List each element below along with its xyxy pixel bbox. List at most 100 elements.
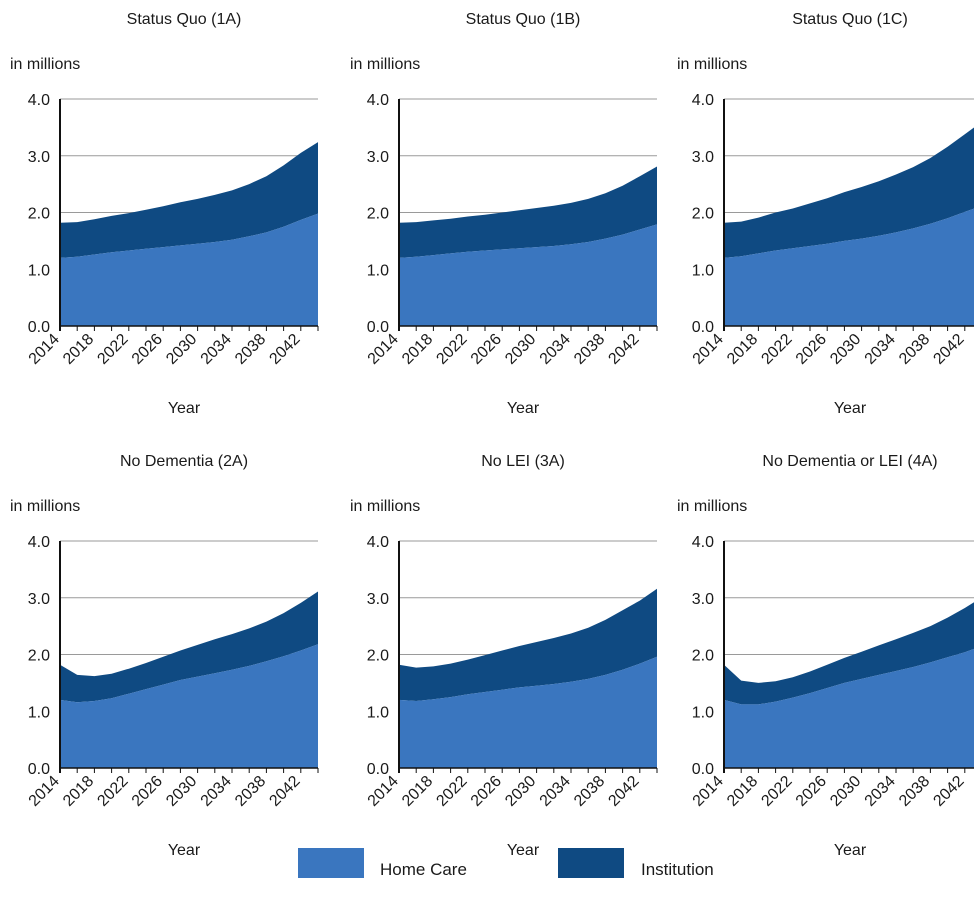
x-tick-label: 2014 — [365, 773, 402, 810]
x-tick-label: 2038 — [571, 773, 608, 810]
x-tick-label: 2038 — [232, 773, 269, 810]
y-axis-label: in millions — [677, 56, 747, 73]
y-axis-label: in millions — [350, 498, 420, 515]
x-tick-label: 2018 — [399, 773, 436, 810]
chart-title: Status Quo (1C) — [792, 11, 908, 28]
y-tick-label: 1.0 — [28, 262, 50, 279]
x-tick-label: 2042 — [266, 773, 303, 810]
institution-area — [60, 142, 318, 258]
chart-panel-5: No LEI (3A) in millions 0.0 1.0 2.0 3.0 4.0 201… — [350, 453, 658, 859]
x-tick-label: 2014 — [26, 331, 63, 368]
y-tick-label: 2.0 — [28, 648, 50, 665]
x-tick-label: 2042 — [930, 331, 967, 368]
y-tick-label: 4.0 — [28, 534, 50, 551]
x-tick-label: 2026 — [793, 773, 830, 810]
home-care-area — [60, 213, 318, 326]
chart-title: Status Quo (1A) — [127, 11, 242, 28]
x-axis-label: Year — [834, 400, 867, 417]
x-tick-label: 2022 — [94, 773, 131, 810]
home-care-swatch — [298, 848, 364, 878]
x-tick-label: 2034 — [198, 331, 235, 368]
chart-title: Status Quo (1B) — [466, 11, 581, 28]
y-tick-label: 1.0 — [692, 262, 714, 279]
institution-area — [399, 588, 657, 701]
y-axis-label: in millions — [10, 56, 80, 73]
x-tick-label: 2026 — [468, 773, 505, 810]
y-tick-label: 3.0 — [692, 149, 714, 166]
x-axis-label: Year — [507, 842, 540, 859]
institution-area — [724, 127, 974, 258]
x-tick-label: 2018 — [60, 773, 97, 810]
y-tick-label: 2.0 — [367, 206, 389, 223]
x-tick-label: 2026 — [129, 773, 166, 810]
chart-panel-4: No Dementia (2A) in millions 0.0 1.0 2.0 3.0 4… — [10, 453, 319, 859]
x-tick-label: 2026 — [793, 331, 830, 368]
x-axis-label: Year — [507, 400, 540, 417]
institution-swatch — [558, 848, 624, 878]
y-tick-label: 0.0 — [692, 761, 714, 778]
legend: Home Care Institution — [0, 848, 974, 888]
y-axis-label: in millions — [677, 498, 747, 515]
x-tick-label: 2018 — [60, 331, 97, 368]
chart-title: No LEI (3A) — [481, 453, 565, 470]
home-care-area — [399, 224, 657, 326]
x-tick-label: 2014 — [690, 773, 727, 810]
legend-label-institution: Institution — [641, 860, 714, 879]
x-tick-label: 2042 — [266, 331, 303, 368]
x-tick-label: 2034 — [862, 331, 899, 368]
x-axis-label: Year — [834, 842, 867, 859]
x-tick-label: 2030 — [827, 331, 864, 368]
y-tick-label: 2.0 — [28, 206, 50, 223]
y-tick-label: 4.0 — [692, 534, 714, 551]
y-tick-label: 0.0 — [28, 761, 50, 778]
y-tick-label: 3.0 — [28, 149, 50, 166]
x-tick-label: 2030 — [827, 773, 864, 810]
x-tick-label: 2026 — [129, 331, 166, 368]
home-care-area — [724, 648, 974, 768]
y-tick-label: 2.0 — [692, 648, 714, 665]
home-care-area — [399, 656, 657, 768]
y-tick-label: 4.0 — [367, 92, 389, 109]
x-tick-label: 2018 — [724, 773, 761, 810]
x-tick-label: 2014 — [365, 331, 402, 368]
y-tick-label: 1.0 — [28, 704, 50, 721]
y-tick-label: 3.0 — [692, 591, 714, 608]
x-tick-label: 2014 — [690, 331, 727, 368]
y-tick-label: 0.0 — [367, 761, 389, 778]
y-tick-label: 3.0 — [28, 591, 50, 608]
y-tick-label: 1.0 — [692, 704, 714, 721]
x-tick-label: 2014 — [26, 773, 63, 810]
x-tick-label: 2042 — [605, 773, 642, 810]
x-tick-label: 2034 — [537, 773, 574, 810]
x-tick-label: 2030 — [502, 331, 539, 368]
home-care-area — [724, 208, 974, 326]
x-tick-label: 2042 — [605, 331, 642, 368]
x-axis-label: Year — [168, 400, 201, 417]
x-tick-label: 2034 — [198, 773, 235, 810]
chart-title: No Dementia or LEI (4A) — [762, 453, 937, 470]
x-tick-label: 2030 — [163, 773, 200, 810]
x-tick-label: 2018 — [399, 331, 436, 368]
x-tick-label: 2018 — [724, 331, 761, 368]
x-tick-label: 2022 — [758, 773, 795, 810]
x-axis-label: Year — [168, 842, 201, 859]
y-tick-label: 2.0 — [692, 206, 714, 223]
x-tick-label: 2038 — [232, 331, 269, 368]
x-tick-label: 2022 — [94, 331, 131, 368]
y-tick-label: 4.0 — [28, 92, 50, 109]
y-tick-label: 0.0 — [367, 319, 389, 336]
y-tick-label: 3.0 — [367, 149, 389, 166]
x-tick-label: 2026 — [468, 331, 505, 368]
y-tick-label: 0.0 — [692, 319, 714, 336]
institution-area — [724, 602, 974, 705]
x-tick-label: 2022 — [758, 331, 795, 368]
x-tick-label: 2034 — [862, 773, 899, 810]
x-tick-label: 2038 — [896, 773, 933, 810]
chart-title: No Dementia (2A) — [120, 453, 248, 470]
chart-panel-6: No Dementia or LEI (4A) in millions 0.0 1.0… — [677, 453, 974, 859]
x-tick-label: 2022 — [433, 773, 470, 810]
y-axis-label: in millions — [350, 56, 420, 73]
x-tick-label: 2022 — [433, 331, 470, 368]
institution-area — [60, 591, 318, 703]
